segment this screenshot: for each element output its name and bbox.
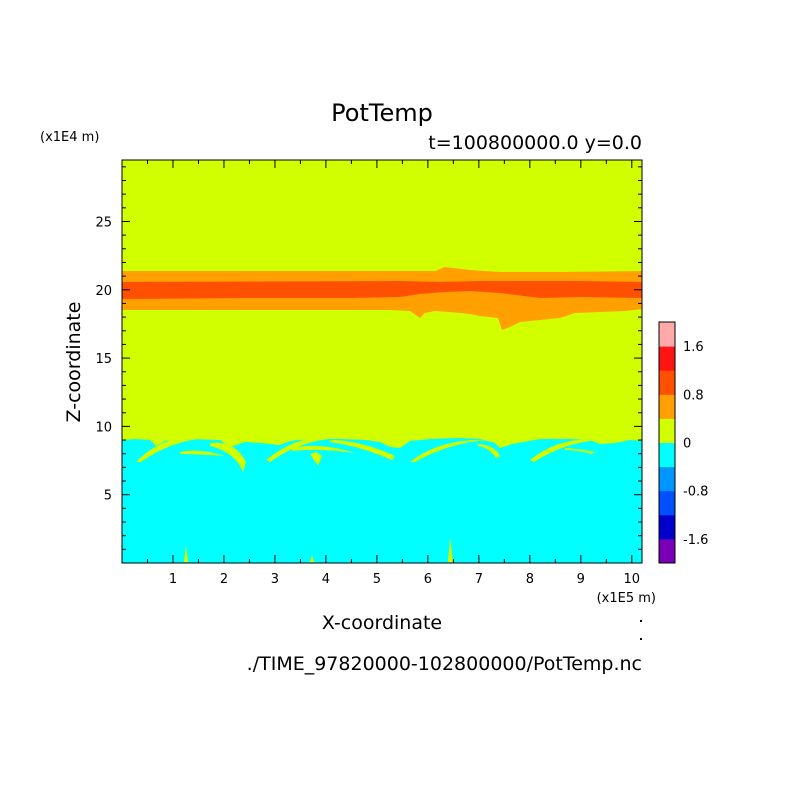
x-tick-label: 3 bbox=[271, 572, 279, 587]
colorbar-swatch bbox=[659, 346, 675, 371]
x-tick-label: 10 bbox=[624, 572, 641, 587]
colorbar-tick-label: 1.6 bbox=[683, 340, 704, 355]
contour-plot-area: 1 2 3 4 5 6 7 8 9 10 5 10 15 20 25 bbox=[95, 159, 643, 587]
colorbar-tick-label: -0.8 bbox=[683, 485, 708, 500]
x-tick-label: 6 bbox=[424, 572, 432, 587]
colorbar-swatch bbox=[659, 466, 675, 492]
chart-title: PotTemp bbox=[331, 99, 433, 127]
plot-frame bbox=[121, 159, 643, 564]
x-tick-label: 1 bbox=[169, 572, 177, 587]
x-tick-label: 8 bbox=[526, 572, 534, 587]
x-axis-label: X-coordinate bbox=[322, 612, 442, 634]
colorbar-tick-label: 0.8 bbox=[683, 388, 704, 403]
x-tick-label: 5 bbox=[373, 572, 381, 587]
region-lower-layer bbox=[122, 438, 642, 563]
colorbar-swatch bbox=[659, 490, 675, 516]
edge-marks bbox=[640, 620, 642, 640]
x-tick-label: 2 bbox=[220, 572, 228, 587]
chart-subtitle: t=100800000.0 y=0.0 bbox=[428, 132, 642, 154]
colorbar-swatch bbox=[659, 322, 675, 347]
colorbar-swatch bbox=[659, 514, 675, 540]
colorbar-frame bbox=[658, 321, 676, 564]
source-file-path: ./TIME_97820000-102800000/PotTemp.nc bbox=[247, 653, 642, 675]
x-tick-label: 9 bbox=[577, 572, 585, 587]
region-upper-band-core bbox=[122, 281, 642, 299]
colorbar-swatch bbox=[659, 442, 675, 468]
x-tick-label: 4 bbox=[322, 572, 330, 587]
colorbar: 1.6 0.8 0 -0.8 -1.6 bbox=[658, 321, 708, 564]
y-tick-label: 15 bbox=[95, 352, 112, 367]
colorbar-swatch bbox=[659, 418, 675, 443]
colorbar-tick-label: 0 bbox=[683, 437, 691, 452]
y-axis-ticks: 5 10 15 20 25 bbox=[95, 166, 642, 550]
y-tick-label: 25 bbox=[95, 215, 112, 230]
y-tick-label: 5 bbox=[104, 489, 112, 504]
x-axis-units: (x1E5 m) bbox=[597, 591, 656, 606]
colorbar-swatch bbox=[659, 394, 675, 419]
warm-arcs bbox=[136, 436, 600, 562]
x-axis-ticks: 1 2 3 4 5 6 7 8 9 10 bbox=[146, 160, 641, 587]
y-axis-label: Z-coordinate bbox=[63, 302, 85, 423]
x-tick-label: 7 bbox=[475, 572, 483, 587]
y-axis-units: (x1E4 m) bbox=[40, 130, 99, 145]
y-tick-label: 20 bbox=[95, 284, 112, 299]
colorbar-swatch bbox=[659, 538, 675, 564]
colorbar-swatch bbox=[659, 370, 675, 395]
colorbar-tick-label: -1.6 bbox=[683, 533, 708, 548]
y-tick-label: 10 bbox=[95, 420, 112, 435]
